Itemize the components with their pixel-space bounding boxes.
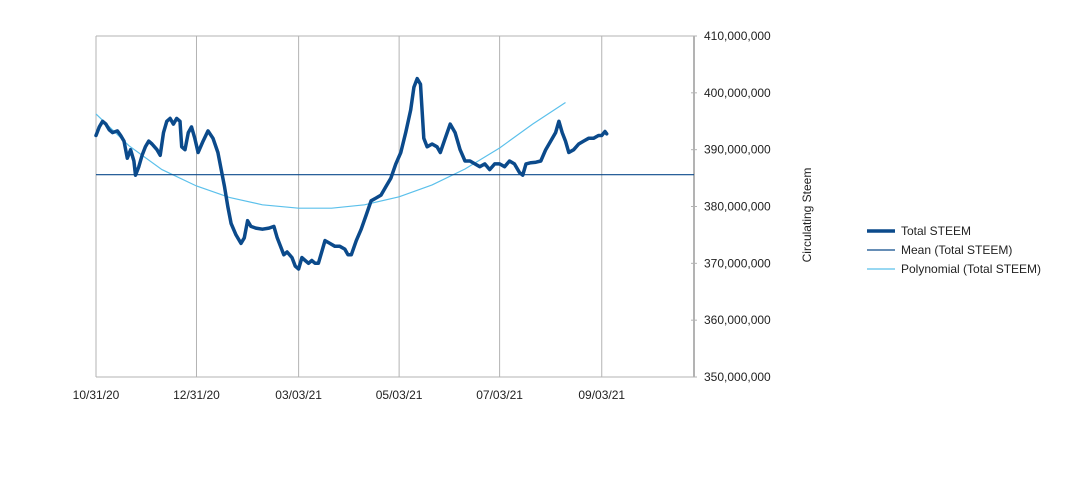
x-tick-label: 03/03/21 (275, 388, 322, 402)
y-tick-label: 370,000,000 (704, 256, 771, 270)
plot-area (96, 35, 695, 378)
legend-polynomial-label: Polynomial (Total STEEM) (901, 262, 1041, 276)
legend-mean-label: Mean (Total STEEM) (901, 243, 1012, 257)
x-tick-label: 12/31/20 (173, 388, 220, 402)
x-tick-label: 05/03/21 (376, 388, 423, 402)
y-tick-label: 350,000,000 (704, 370, 771, 384)
legend-total-steem-entry: Total STEEM (867, 224, 971, 238)
y-tick-label: 410,000,000 (704, 29, 771, 43)
grid-lines (95, 36, 603, 377)
legend: Total STEEM Mean (Total STEEM) Polynomial … (867, 224, 1041, 276)
y-tick-label: 380,000,000 (704, 200, 771, 214)
x-axis: 10/31/20 12/31/20 03/03/21 05/03/21 07/03/21… (73, 388, 626, 402)
polynomial-trend-line (95, 101, 566, 209)
x-tick-label: 09/03/21 (578, 388, 625, 402)
y-tick-label: 390,000,000 (704, 143, 771, 157)
y-tick-label: 400,000,000 (704, 86, 771, 100)
x-tick-label: 10/31/20 (73, 388, 120, 402)
y-axis: 350,000,000 360,000,000 370,000,000 380,000… (691, 29, 771, 384)
legend-total-steem-label: Total STEEM (901, 224, 971, 238)
series-layer (94, 76, 694, 271)
y-tick-label: 360,000,000 (704, 313, 771, 327)
x-tick-label: 07/03/21 (476, 388, 523, 402)
legend-polynomial-entry: Polynomial (Total STEEM) (867, 262, 1041, 276)
legend-mean-entry: Mean (Total STEEM) (867, 243, 1012, 257)
y-axis-label: Circulating Steem (800, 168, 814, 263)
total-steem-line (94, 76, 609, 271)
